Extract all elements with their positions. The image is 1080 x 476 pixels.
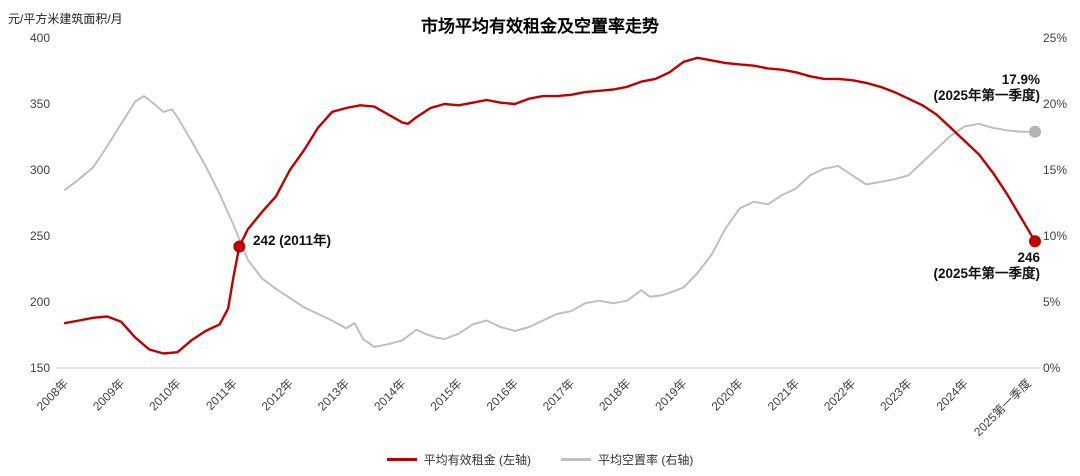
x-tick-label: 2010年 <box>146 376 183 413</box>
x-tick-label: 2022年 <box>821 376 858 413</box>
x-tick-label: 2023年 <box>877 376 914 413</box>
x-tick-label: 2012年 <box>259 376 296 413</box>
vacancy-marker-dot <box>1029 125 1041 138</box>
y-right-tick-label: 20% <box>1043 97 1067 111</box>
y-left-tick-label: 200 <box>30 295 50 309</box>
annotation-vacancy-latest: 17.9% (2025年第一季度) <box>820 72 1040 104</box>
rent-marker-dot <box>233 240 246 253</box>
legend-item-vacancy: 平均空置率 (右轴) <box>561 451 693 468</box>
y-left-tick-label: 150 <box>30 361 50 375</box>
x-tick-label: 2014年 <box>371 376 408 413</box>
chart-title: 市场平均有效租金及空置率走势 <box>421 17 659 36</box>
legend-label-vacancy: 平均空置率 (右轴) <box>598 453 694 467</box>
y-right-tick-label: 0% <box>1043 361 1061 375</box>
y-left-tick-label: 300 <box>30 163 50 177</box>
vacancy-line-swatch <box>561 458 591 461</box>
legend-item-rent: 平均有效租金 (左轴) <box>386 451 531 468</box>
annotation-rent-latest: 246 (2025年第一季度) <box>820 250 1040 282</box>
x-tick-label: 2009年 <box>90 376 127 413</box>
legend-label-rent: 平均有效租金 (左轴) <box>423 453 531 467</box>
rent-line-swatch <box>386 458 417 461</box>
x-tick-label: 2017年 <box>540 376 577 413</box>
x-tick-label: 2019年 <box>652 376 689 413</box>
x-tick-label: 2011年 <box>203 376 240 413</box>
y-right-tick-label: 15% <box>1043 163 1067 177</box>
chart-legend: 平均有效租金 (左轴) 平均空置率 (右轴) <box>0 451 1080 468</box>
annotation-vacancy-latest-value: 17.9% <box>1001 72 1040 87</box>
y-right-tick-label: 10% <box>1043 229 1067 243</box>
x-tick-label: 2024年 <box>934 376 971 413</box>
annotation-rent-latest-period: (2025年第一季度) <box>933 266 1040 281</box>
y-left-tick-label: 250 <box>30 229 50 243</box>
vacancy-line <box>64 95 1036 348</box>
rent-marker-dot <box>1029 235 1041 248</box>
x-tick-label: 2016年 <box>484 376 521 413</box>
y-right-tick-label: 25% <box>1043 31 1067 45</box>
left-axis-unit-label: 元/平方米建筑面积/月 <box>8 12 123 26</box>
y-left-tick-label: 400 <box>30 31 50 45</box>
x-tick-label: 2021年 <box>765 376 802 413</box>
rent-line <box>63 56 1037 355</box>
x-tick-label: 2018年 <box>596 376 633 413</box>
x-tick-label: 2008年 <box>34 376 71 413</box>
x-tick-label: 2020年 <box>709 376 746 413</box>
annotation-rent-latest-value: 246 <box>1017 250 1040 265</box>
annotation-rent-2011: 242 (2011年) <box>253 233 332 248</box>
x-tick-label: 2015年 <box>427 376 464 413</box>
y-right-tick-label: 5% <box>1043 295 1061 309</box>
annotation-vacancy-latest-period: (2025年第一季度) <box>933 88 1040 103</box>
y-left-tick-label: 350 <box>30 97 50 111</box>
x-tick-label: 2013年 <box>315 376 352 413</box>
x-tick-label: 2025第一季度 <box>970 376 1033 439</box>
